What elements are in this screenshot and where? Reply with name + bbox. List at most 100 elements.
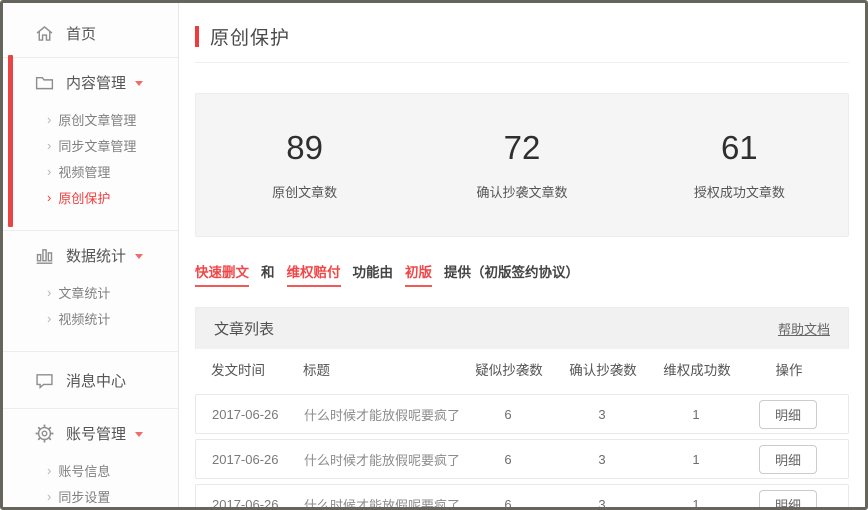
row-date: 2017-06-26	[212, 496, 279, 508]
chevron-right-icon: ›	[47, 111, 52, 127]
feature-notice: 快速删文 和 维权赔付 功能由 初版 提供（初版签约协议）	[195, 261, 849, 287]
sidebar-item-content-management[interactable]: 内容管理	[3, 62, 178, 102]
gear-icon	[33, 422, 55, 444]
sidebar-item-account-info[interactable]: › 账号信息	[3, 457, 178, 483]
chevron-right-icon: ›	[47, 189, 52, 205]
sidebar-item-label: 消息中心	[66, 372, 127, 390]
sidebar-divider	[3, 230, 178, 231]
article-list-title: 文章列表	[214, 321, 275, 338]
chevron-down-icon	[135, 80, 144, 86]
notice-text: 功能由	[352, 265, 394, 280]
sidebar-item-video-statistics[interactable]: › 视频统计	[3, 305, 178, 331]
chevron-down-icon	[135, 431, 144, 437]
table-row: 2017-06-26 什么时候才能放假呢要疯了真是... 6 3 1 明细	[195, 439, 849, 479]
rights-compensation-link[interactable]: 维权赔付	[286, 261, 341, 287]
stat-label: 授权成功文章数	[693, 185, 785, 200]
table-header-row: 发文时间 标题 疑似抄袭数 确认抄袭数 维权成功数 操作	[195, 349, 849, 389]
chevron-right-icon: ›	[47, 163, 52, 179]
sidebar-item-label: 数据统计	[66, 247, 127, 265]
message-icon	[33, 369, 55, 391]
account-submenu: › 账号信息 › 同步设置	[3, 453, 178, 507]
sidebar-item-sync-settings[interactable]: › 同步设置	[3, 483, 178, 507]
home-icon	[33, 22, 55, 44]
sidebar-item-video-management[interactable]: › 视频管理	[3, 158, 178, 184]
title-accent-bar	[195, 26, 199, 47]
column-header-actions: 操作	[775, 363, 803, 378]
sidebar-divider	[3, 57, 178, 58]
title-divider	[195, 62, 849, 63]
row-success-count: 1	[692, 406, 700, 422]
sidebar-divider	[3, 408, 178, 409]
provider-link[interactable]: 初版	[405, 261, 432, 287]
row-success-count: 1	[692, 496, 700, 508]
page-title-row: 原创保护	[195, 23, 849, 50]
chevron-right-icon: ›	[47, 462, 52, 478]
statistics-submenu: › 文章统计 › 视频统计	[3, 275, 178, 347]
page-title: 原创保护	[210, 28, 291, 49]
help-doc-link[interactable]: 帮助文档	[777, 322, 830, 337]
sidebar-item-sync-article-management[interactable]: › 同步文章管理	[3, 132, 178, 158]
stat-original-articles: 89 原创文章数	[196, 129, 413, 201]
column-header-confirmed: 确认抄袭数	[569, 363, 637, 378]
sidebar-item-label: 账号管理	[66, 425, 127, 443]
sidebar-item-original-protection[interactable]: › 原创保护	[3, 184, 178, 210]
notice-text: 提供（初版签约协议）	[444, 265, 579, 280]
table-row: 2017-06-26 什么时候才能放假呢要疯了真是... 6 3 1 明细	[195, 484, 849, 507]
sidebar-subitem-label: 视频管理	[58, 164, 111, 180]
row-date: 2017-06-26	[212, 451, 279, 467]
chevron-right-icon: ›	[47, 310, 52, 326]
sidebar-item-original-article-management[interactable]: › 原创文章管理	[3, 106, 178, 132]
column-header-publish-time: 发文时间	[211, 363, 265, 378]
row-suspected-count: 6	[504, 496, 512, 508]
row-confirmed-count: 3	[598, 496, 606, 508]
stat-authorized-success: 61 授权成功文章数	[631, 129, 848, 201]
sidebar-subitem-label: 账号信息	[58, 463, 111, 479]
row-date: 2017-06-26	[212, 406, 279, 422]
sidebar-subitem-label: 文章统计	[58, 285, 111, 301]
stat-value: 89	[286, 129, 324, 166]
stat-value: 72	[503, 129, 541, 166]
row-suspected-count: 6	[504, 451, 512, 467]
stat-label: 确认抄袭文章数	[476, 185, 568, 200]
sidebar: 首页 内容管理 › 原创文章管理 › 同步文章管理 › 视频管理	[3, 3, 179, 507]
sidebar-item-account-management[interactable]: 账号管理	[3, 413, 178, 453]
sidebar-item-article-statistics[interactable]: › 文章统计	[3, 279, 178, 305]
sidebar-item-home[interactable]: 首页	[3, 13, 178, 53]
sidebar-item-message-center[interactable]: 消息中心	[3, 356, 178, 404]
sidebar-subitem-label: 同步文章管理	[58, 138, 137, 154]
sidebar-item-label: 内容管理	[66, 74, 127, 92]
detail-button[interactable]: 明细	[758, 444, 817, 474]
chevron-right-icon: ›	[47, 488, 52, 504]
row-success-count: 1	[692, 451, 700, 467]
column-header-title: 标题	[303, 363, 330, 378]
sidebar-item-label: 首页	[66, 25, 97, 43]
stats-panel: 89 原创文章数 72 确认抄袭文章数 61 授权成功文章数	[195, 93, 849, 237]
content-submenu: › 原创文章管理 › 同步文章管理 › 视频管理 › 原创保护	[3, 102, 178, 226]
sidebar-subitem-label: 视频统计	[58, 311, 111, 327]
article-list-section: 文章列表 帮助文档 发文时间 标题 疑似抄袭数 确认抄袭数 维权成功数 操作 2…	[195, 307, 849, 507]
quick-delete-link[interactable]: 快速删文	[195, 261, 249, 287]
article-list-header: 文章列表 帮助文档	[195, 307, 849, 349]
row-confirmed-count: 3	[598, 451, 606, 467]
row-title: 什么时候才能放假呢要疯了真是...	[304, 407, 460, 423]
row-title: 什么时候才能放假呢要疯了真是...	[304, 497, 460, 508]
stat-value: 61	[720, 129, 758, 166]
row-title: 什么时候才能放假呢要疯了真是...	[304, 452, 460, 468]
sidebar-divider	[3, 351, 178, 352]
detail-button[interactable]: 明细	[758, 399, 817, 429]
bar-chart-icon	[33, 244, 55, 266]
chevron-right-icon: ›	[47, 137, 52, 153]
row-suspected-count: 6	[504, 406, 512, 422]
sidebar-item-data-statistics[interactable]: 数据统计	[3, 235, 178, 275]
active-section-accent-bar	[8, 55, 13, 227]
row-confirmed-count: 3	[598, 406, 606, 422]
detail-button[interactable]: 明细	[758, 489, 817, 507]
notice-text: 和	[261, 265, 275, 280]
stat-confirmed-plagiarism: 72 确认抄袭文章数	[413, 129, 630, 201]
chevron-down-icon	[135, 253, 144, 259]
column-header-success: 维权成功数	[663, 363, 731, 378]
folder-icon	[33, 71, 55, 93]
sidebar-subitem-label: 同步设置	[58, 489, 111, 505]
sidebar-subitem-label: 原创文章管理	[58, 112, 137, 128]
